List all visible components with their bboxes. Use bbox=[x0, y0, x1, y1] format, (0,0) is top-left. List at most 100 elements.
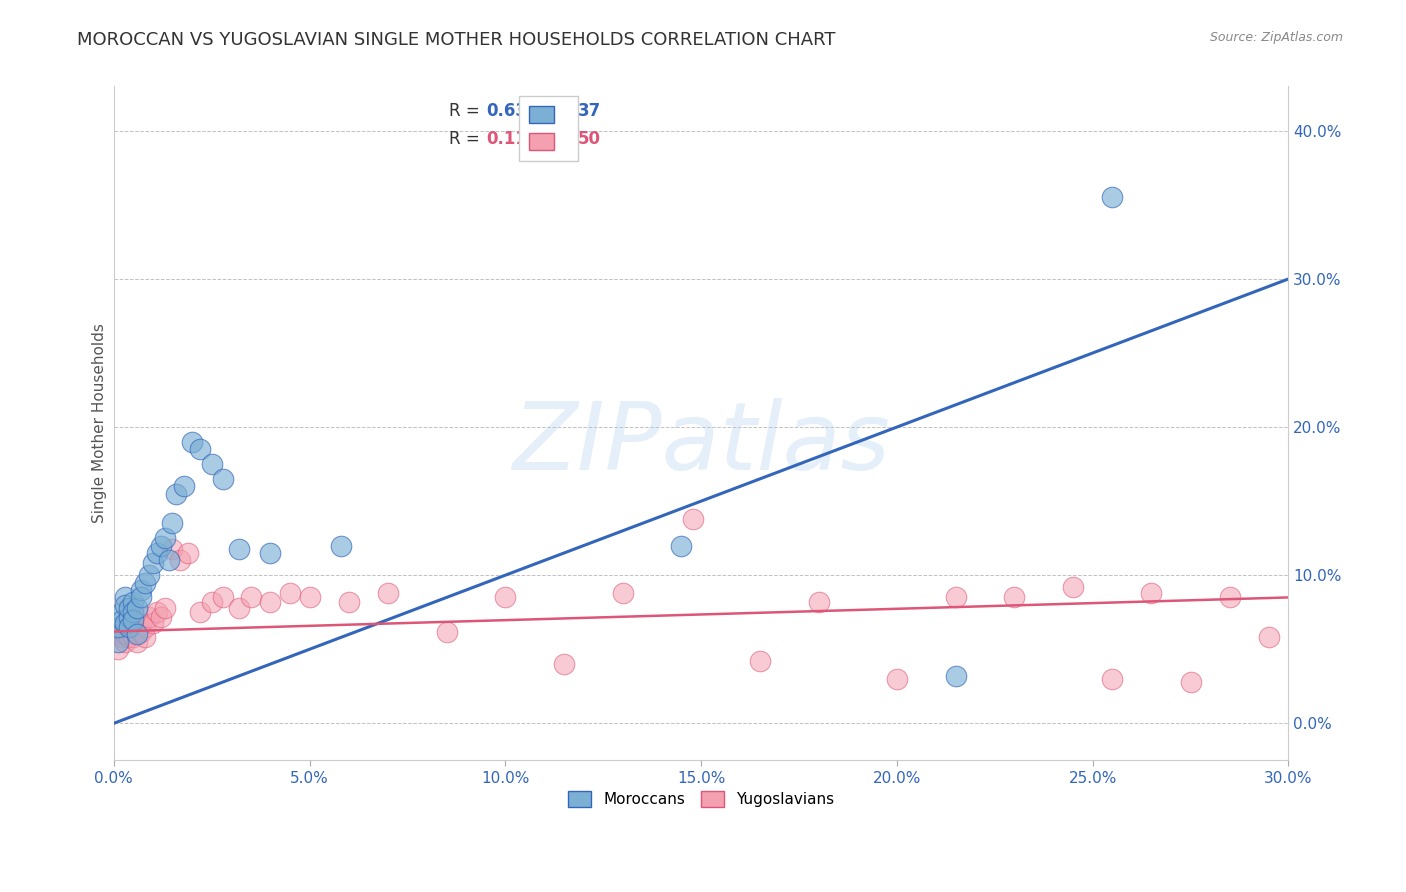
Point bbox=[259, 595, 281, 609]
Point bbox=[118, 609, 141, 624]
Point bbox=[177, 546, 200, 560]
Point bbox=[118, 600, 141, 615]
Text: 37: 37 bbox=[578, 103, 600, 120]
Point bbox=[114, 627, 136, 641]
Point bbox=[127, 600, 149, 615]
Point bbox=[138, 568, 160, 582]
Point bbox=[188, 442, 211, 457]
Point bbox=[201, 457, 224, 471]
Text: Source: ZipAtlas.com: Source: ZipAtlas.com bbox=[1209, 31, 1343, 45]
Point bbox=[114, 635, 136, 649]
Point bbox=[173, 479, 195, 493]
Point bbox=[157, 553, 180, 567]
Point bbox=[122, 605, 145, 619]
Point bbox=[129, 582, 152, 597]
Point bbox=[553, 657, 575, 672]
Point bbox=[127, 624, 149, 639]
Point bbox=[127, 635, 149, 649]
Point bbox=[142, 557, 165, 571]
Point bbox=[188, 605, 211, 619]
Point bbox=[110, 624, 132, 639]
Point bbox=[181, 434, 204, 449]
Point bbox=[1101, 190, 1123, 204]
Point bbox=[671, 539, 693, 553]
Point bbox=[107, 635, 129, 649]
Point bbox=[138, 609, 160, 624]
Point bbox=[118, 631, 141, 645]
Point bbox=[146, 546, 169, 560]
Point bbox=[122, 631, 145, 645]
Point bbox=[748, 654, 770, 668]
Point bbox=[1101, 672, 1123, 686]
Point bbox=[146, 605, 169, 619]
Point bbox=[162, 541, 184, 556]
Point bbox=[153, 600, 176, 615]
Text: 0.112: 0.112 bbox=[486, 130, 538, 148]
Point bbox=[165, 487, 187, 501]
Point bbox=[1180, 674, 1202, 689]
Point bbox=[134, 620, 156, 634]
Legend: Moroccans, Yugoslavians: Moroccans, Yugoslavians bbox=[562, 785, 839, 814]
Point bbox=[377, 586, 399, 600]
Point bbox=[107, 642, 129, 657]
Point bbox=[337, 595, 360, 609]
Point bbox=[118, 620, 141, 634]
Point bbox=[114, 591, 136, 605]
Point bbox=[228, 600, 250, 615]
Point bbox=[228, 541, 250, 556]
Point bbox=[122, 627, 145, 641]
Point bbox=[807, 595, 830, 609]
Point bbox=[212, 591, 235, 605]
Point bbox=[114, 598, 136, 612]
Text: R =: R = bbox=[449, 103, 485, 120]
Point bbox=[1140, 586, 1163, 600]
Text: R =: R = bbox=[449, 130, 485, 148]
Point bbox=[436, 624, 458, 639]
Point bbox=[169, 553, 191, 567]
Point bbox=[134, 575, 156, 590]
Point bbox=[110, 605, 132, 619]
Point bbox=[278, 586, 301, 600]
Point bbox=[259, 546, 281, 560]
Point bbox=[129, 591, 152, 605]
Point bbox=[1257, 631, 1279, 645]
Point bbox=[110, 613, 132, 627]
Point bbox=[1062, 580, 1084, 594]
Point bbox=[127, 627, 149, 641]
Point bbox=[162, 516, 184, 531]
Point bbox=[142, 615, 165, 630]
Point bbox=[149, 609, 172, 624]
Text: 50: 50 bbox=[578, 130, 600, 148]
Text: ZIPatlas: ZIPatlas bbox=[512, 398, 890, 489]
Point bbox=[153, 531, 176, 545]
Point bbox=[129, 615, 152, 630]
Point bbox=[612, 586, 634, 600]
Point bbox=[1002, 591, 1025, 605]
Point bbox=[945, 591, 967, 605]
Point bbox=[149, 539, 172, 553]
Point bbox=[114, 615, 136, 630]
Text: MOROCCAN VS YUGOSLAVIAN SINGLE MOTHER HOUSEHOLDS CORRELATION CHART: MOROCCAN VS YUGOSLAVIAN SINGLE MOTHER HO… bbox=[77, 31, 835, 49]
Point bbox=[107, 627, 129, 641]
Point bbox=[298, 591, 321, 605]
Point bbox=[201, 595, 224, 609]
Text: N =: N = bbox=[537, 130, 583, 148]
Point bbox=[122, 613, 145, 627]
Point bbox=[886, 672, 908, 686]
Point bbox=[1219, 591, 1241, 605]
Point bbox=[134, 631, 156, 645]
Point bbox=[122, 595, 145, 609]
Point bbox=[212, 472, 235, 486]
Text: N =: N = bbox=[537, 103, 583, 120]
Point bbox=[129, 624, 152, 639]
Point bbox=[682, 512, 704, 526]
Text: 0.631: 0.631 bbox=[486, 103, 538, 120]
Point bbox=[329, 539, 352, 553]
Point bbox=[945, 669, 967, 683]
Point bbox=[107, 620, 129, 634]
Y-axis label: Single Mother Households: Single Mother Households bbox=[93, 324, 107, 524]
Point bbox=[118, 620, 141, 634]
Point bbox=[239, 591, 262, 605]
Point bbox=[110, 631, 132, 645]
Point bbox=[494, 591, 516, 605]
